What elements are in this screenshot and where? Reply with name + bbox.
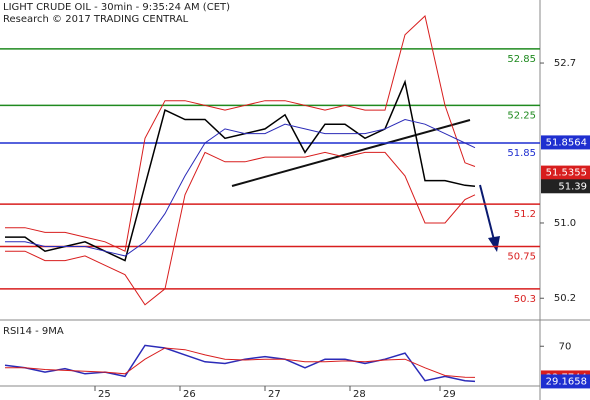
y-tick-label: 50.2 [554, 293, 576, 304]
price-marker-label: 51.5355 [546, 168, 587, 179]
level-label: 51.85 [507, 148, 536, 159]
series-line [5, 15, 476, 252]
series-line [5, 347, 476, 378]
x-tick-label: 29 [443, 389, 456, 400]
trend-line [231, 119, 471, 187]
x-tick-label: 25 [98, 389, 111, 400]
level-label: 51.2 [514, 209, 536, 220]
rsi-title: RSI14 - 9MA [3, 326, 64, 337]
level-label: 50.75 [507, 251, 536, 262]
price-marker-label: 51.39 [558, 181, 587, 192]
arrow-shaft [479, 184, 495, 241]
level-label: 50.3 [514, 294, 536, 305]
y-tick-label: 51.0 [554, 218, 576, 229]
x-tick-label: 26 [183, 389, 196, 400]
chart-subtitle: Research © 2017 TRADING CENTRAL [3, 14, 189, 25]
level-label: 52.85 [507, 54, 536, 65]
price-marker [541, 374, 590, 389]
chart-title: LIGHT CRUDE OIL - 30min - 9:35:24 AM (CE… [3, 2, 230, 13]
y-tick-label: 52.7 [554, 58, 576, 69]
price-marker [541, 135, 590, 150]
price-marker-label: 29.1658 [546, 376, 587, 387]
x-tick-label: 28 [353, 389, 366, 400]
price-marker [541, 179, 590, 194]
y-tick-label: 70 [559, 341, 572, 352]
series-line [5, 118, 476, 257]
price-marker [541, 165, 590, 180]
arrow-head [488, 236, 500, 252]
series-line [5, 151, 476, 306]
price-marker-label: 51.8564 [546, 137, 587, 148]
level-label: 52.25 [507, 110, 536, 121]
x-tick-label: 27 [268, 389, 281, 400]
series-line [4, 344, 476, 383]
